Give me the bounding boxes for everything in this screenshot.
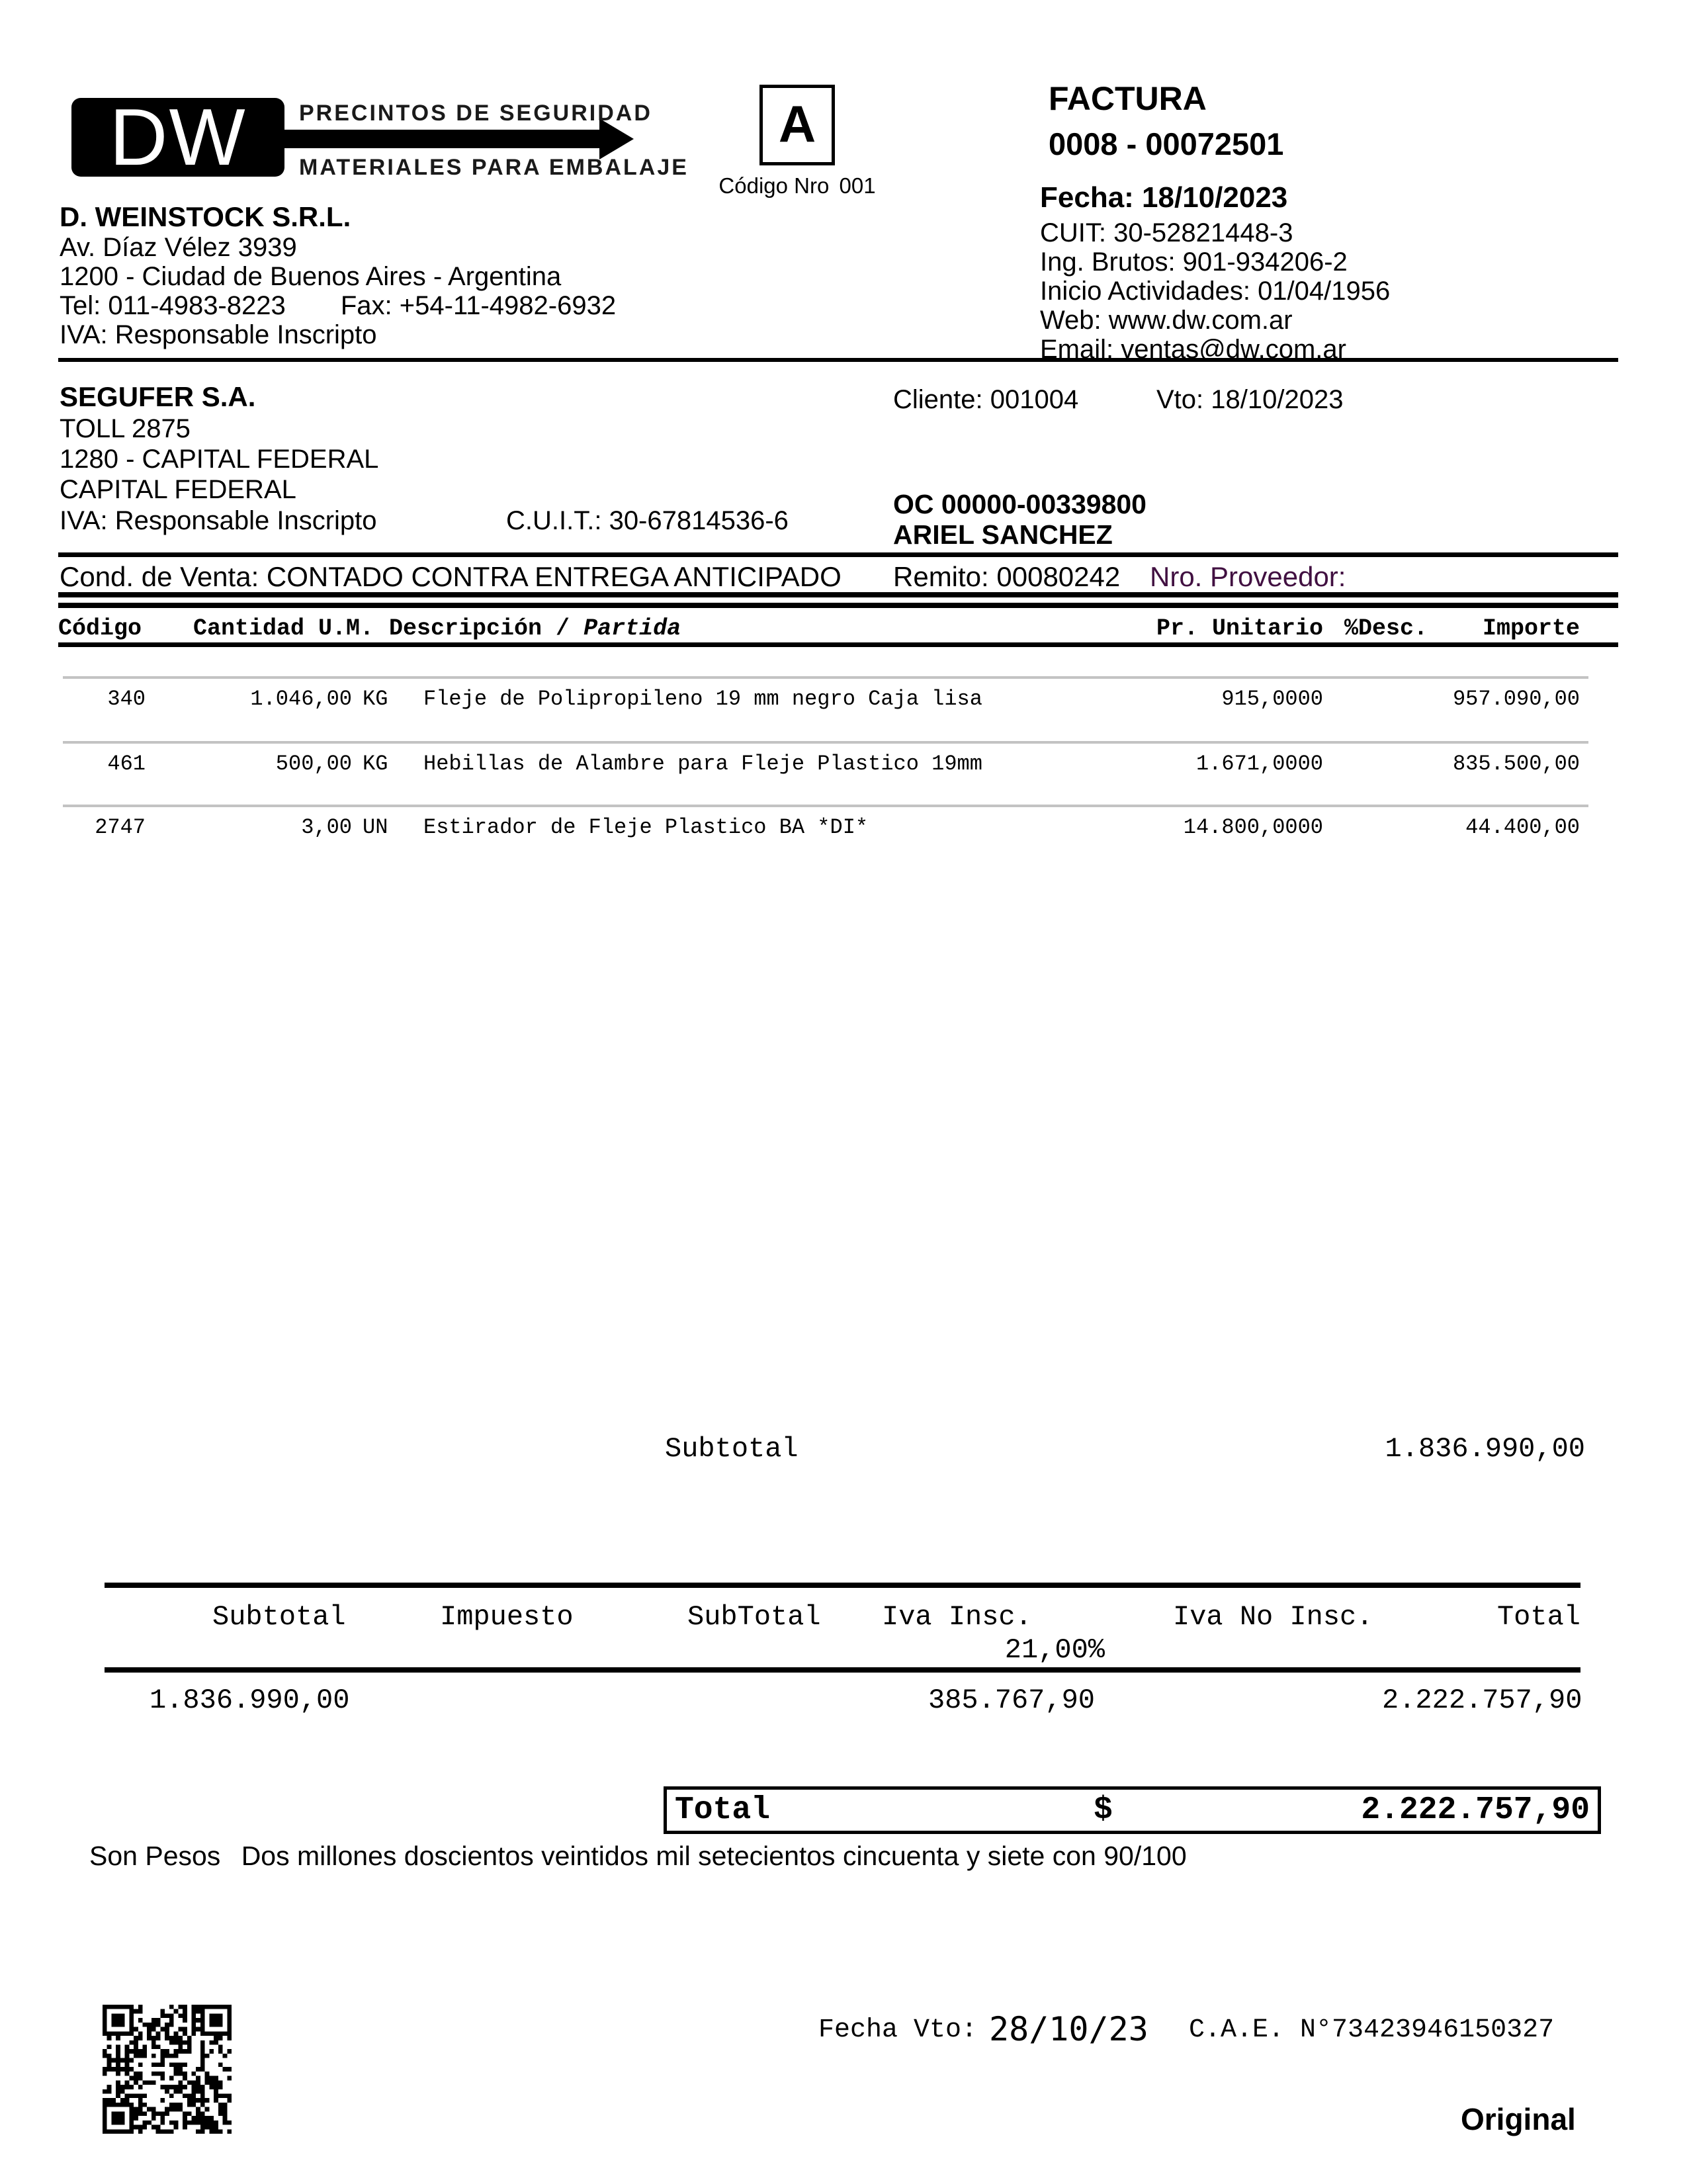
summary-iva-insc-value: 385.767,90 [928,1684,1095,1716]
cell-descripcion: Fleje de Polipropileno 19 mm negro Caja … [423,687,982,711]
row-divider [63,741,1588,744]
client-zip-city: 1280 - CAPITAL FEDERAL [60,445,379,474]
divider-table-header-bottom [58,642,1618,647]
client-buyer: ARIEL SANCHEZ [893,519,1113,550]
row-divider [63,805,1588,807]
nro-proveedor: Nro. Proveedor: [1150,561,1346,592]
codigo-nro-value: 001 [839,173,876,198]
col-header-descripcion: Descripción / Partida [389,615,681,642]
total-value: 2.222.757,90 [1361,1792,1590,1828]
fecha-vto-value: 28/10/23 [989,2010,1148,2048]
client-oc: OC 00000-00339800 [893,489,1146,519]
logo-monogram: DW [109,92,247,182]
company-cuit: CUIT: 30-52821448-3 [1040,218,1293,247]
cae-number: C.A.E. N°73423946150327 [1189,2015,1555,2045]
amount-in-words: Son Pesos Dos millones doscientos veinti… [89,1841,1187,1872]
total-box: Total $ 2.222.757,90 [664,1786,1601,1834]
qr-code [103,2005,232,2134]
company-address: Av. Díaz Vélez 3939 [60,233,297,262]
company-inicio-actividades: Inicio Actividades: 01/04/1956 [1040,277,1391,306]
items-subtotal-label: Subtotal [665,1433,799,1465]
company-tel: Tel: 011-4983-8223 [60,291,286,320]
cell-descripcion: Estirador de Fleje Plastico BA *DI* [423,815,869,840]
cell-pr-unitario: 14.800,0000 [1183,815,1323,840]
cell-cantidad: 1.046,00 [250,687,352,711]
cell-pr-unitario: 915,0000 [1221,687,1323,711]
summary-subtotal-value: 1.836.990,00 [150,1684,350,1716]
company-fax: Fax: +54-11-4982-6932 [340,291,617,320]
items-subtotal-value: 1.836.990,00 [1385,1433,1585,1465]
col-header-pr-unitario: Pr. Unitario [1156,615,1323,642]
col-header-partida: Partida [584,615,681,642]
summary-header-subtotal: Subtotal [212,1601,346,1633]
summary-header-iva-insc: Iva Insc. [882,1601,1032,1633]
logo-tagline-bottom: MATERIALES PARA EMBALAJE [299,155,689,180]
cell-codigo: 461 [107,752,146,776]
client-city: CAPITAL FEDERAL [60,475,296,504]
fecha-vto-label: Fecha Vto: [818,2015,978,2045]
cond-venta: Cond. de Venta: CONTADO CONTRA ENTREGA A… [60,561,842,592]
col-header-codigo: Código [58,615,142,642]
company-ing-brutos: Ing. Brutos: 901-934206-2 [1040,247,1348,277]
cell-cantidad: 3,00 [301,815,352,840]
invoice-date: Fecha: 18/10/2023 [1040,181,1288,214]
cell-importe: 44.400,00 [1465,815,1580,840]
col-header-cantidad: Cantidad U.M. [193,615,374,642]
company-logo: DW [71,92,284,182]
copy-type-label: Original [1461,2102,1576,2136]
cell-importe: 835.500,00 [1452,752,1580,776]
total-currency: $ [1094,1792,1113,1828]
cell-pr-unitario: 1.671,0000 [1195,752,1323,776]
summary-rule-top [105,1583,1580,1588]
amount-words-prefix: Son Pesos [89,1841,221,1871]
logo-arrow-shaft [283,130,601,148]
cell-descripcion: Hebillas de Alambre para Fleje Plastico … [423,752,982,776]
invoice-title: FACTURA [1049,80,1207,117]
client-vto: Vto: 18/10/2023 [1156,385,1344,414]
invoice-letter-box: A [759,85,835,165]
summary-header-iva-no-insc: Iva No Insc. [1173,1601,1373,1633]
company-iva: IVA: Responsable Inscripto [60,320,377,349]
cell-um: KG [363,752,388,776]
client-name: SEGUFER S.A. [60,381,256,412]
cell-um: KG [363,687,388,711]
cell-cantidad: 500,00 [275,752,352,776]
summary-header-impuesto: Impuesto [440,1601,574,1633]
summary-total-value: 2.222.757,90 [1382,1684,1582,1716]
summary-header-total: Total [1496,1601,1580,1633]
summary-rule-mid [105,1667,1580,1673]
total-label: Total [675,1792,771,1828]
cell-codigo: 340 [107,687,146,711]
client-number: Cliente: 001004 [893,385,1079,414]
logo-arrow-tip-icon [599,118,634,159]
divider-table-top-2 [58,603,1618,608]
logo-tagline-top: PRECINTOS DE SEGURIDAD [299,101,652,126]
col-header-importe: Importe [1482,615,1580,642]
summary-header-subtotal2: SubTotal [687,1601,821,1633]
company-name: D. WEINSTOCK S.R.L. [60,201,351,232]
cell-importe: 957.090,00 [1452,687,1580,711]
codigo-nro-label: Código Nro [718,173,830,198]
amount-words-text: Dos millones doscientos veintidos mil se… [241,1841,1187,1871]
col-header-desc: %Desc. [1344,615,1428,642]
divider-table-top-1 [58,592,1618,597]
invoice-number: 0008 - 00072501 [1049,126,1284,161]
row-divider [63,676,1588,679]
company-city: 1200 - Ciudad de Buenos Aires - Argentin… [60,262,562,291]
company-web: Web: www.dw.com.ar [1040,306,1293,335]
client-iva: IVA: Responsable Inscripto [60,506,377,535]
client-address: TOLL 2875 [60,414,191,443]
codigo-nro-line: Código Nro 001 [711,173,883,198]
remito: Remito: 00080242 [893,561,1121,592]
cell-codigo: 2747 [95,815,146,840]
company-phones: Tel: 011-4983-8223 Fax: +54-11-4982-6932 [60,291,616,320]
client-cuit: C.U.I.T.: 30-67814536-6 [506,506,789,535]
divider-cond-top [58,552,1618,557]
divider-header [58,358,1618,362]
invoice-letter: A [778,95,816,153]
cell-um: UN [363,815,388,840]
summary-iva-rate: 21,00% [1004,1634,1105,1666]
